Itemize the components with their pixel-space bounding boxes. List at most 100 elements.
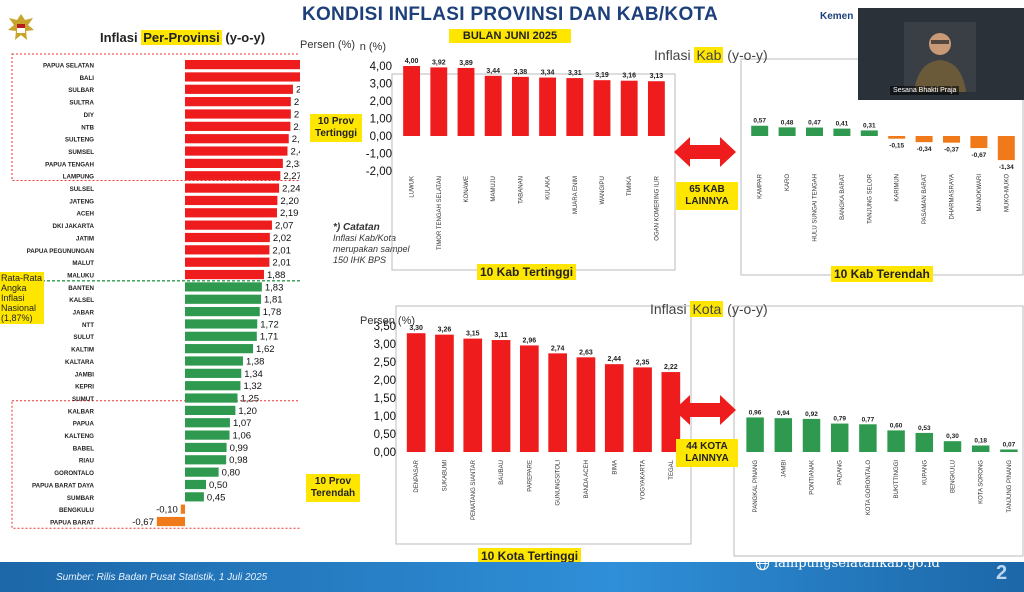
- y-tick-label: -2,00: [366, 166, 392, 178]
- province-bar: [185, 97, 291, 107]
- province-label: KEPRI: [75, 384, 94, 391]
- kab-high-value-label: 3,44: [486, 68, 500, 75]
- kab-low-category-label: BANGKA BARAT: [840, 174, 846, 220]
- province-unit-label: Persen (%): [300, 39, 356, 51]
- province-label: SULTRA: [69, 100, 94, 107]
- province-value-label: -0,10: [156, 505, 178, 516]
- kab-title-highlight: Kab: [694, 47, 724, 63]
- kab-low-value-label: 0,47: [808, 120, 821, 127]
- province-value-label: 0,50: [209, 480, 228, 491]
- province-bar: [185, 294, 262, 304]
- kab-high-value-label: 3,89: [459, 60, 473, 67]
- kota-high-category-label: YOGYAKARTA: [641, 460, 647, 500]
- kab-low-bar: [751, 125, 769, 136]
- kota-high-value-label: 3,26: [438, 327, 452, 334]
- province-value-label: 2,19: [280, 208, 299, 219]
- kota-high-value-label: 2,35: [636, 359, 650, 366]
- kab-low-category-label: MANOKWARI: [977, 174, 983, 212]
- kota-low-bar: [887, 430, 905, 452]
- kab-high-value-label: 3,13: [650, 73, 664, 80]
- source-note: Sumber: Rilis Badan Pusat Statistik, 1 J…: [56, 572, 268, 583]
- national-average-label: Rata-Rata Angka Inflasi Nasional (1,87%): [0, 272, 44, 324]
- kota-low-bar: [971, 445, 990, 452]
- top-group-frame: [11, 53, 300, 181]
- province-value-label: 1,88: [267, 270, 286, 281]
- province-title-suffix: (y-o-y): [221, 30, 266, 45]
- kab-high-value-label: 3,31: [568, 70, 582, 77]
- province-label: PAPUA: [73, 421, 95, 428]
- kota-high-bar: [463, 338, 483, 452]
- province-value-label: 1,34: [244, 369, 263, 380]
- watermark: lampungselatankab.go.id: [755, 556, 973, 571]
- kab-low-bar: [943, 136, 960, 143]
- kab-low-value-label: 0,31: [863, 122, 876, 129]
- kota-high-chart: 3,50 3,00 2,50 2,00 1,50 1,00 0,50 0,00 3,30 DENP…: [360, 305, 692, 545]
- kab-low-bar: [997, 136, 1015, 161]
- kota-low-bar: [943, 441, 962, 452]
- province-label: SUMBAR: [67, 495, 95, 502]
- kota-high-bar: [576, 357, 596, 452]
- province-bar: [185, 356, 243, 366]
- kota-low-bar: [859, 424, 877, 452]
- province-bar: [185, 319, 258, 329]
- province-label: BALI: [80, 75, 95, 82]
- province-value-label: 1,07: [233, 418, 252, 429]
- kab-low-category-label: PASAMAN BARAT: [922, 174, 928, 224]
- bottom-group-frame: [11, 400, 300, 529]
- y-tick-label: 1,00: [374, 411, 396, 423]
- kota-low-bar: [802, 418, 821, 452]
- province-bar: [185, 269, 264, 280]
- province-bar: [185, 109, 291, 119]
- kab-low-bar: [806, 127, 823, 136]
- kab-low-bar: [888, 136, 906, 139]
- province-bar: [185, 208, 277, 218]
- kota-high-bar: [548, 353, 567, 452]
- kota-high-category-label: PEMATANG SIANTAR: [471, 459, 477, 520]
- province-label: MALUKU: [67, 272, 94, 279]
- province-bar: [185, 455, 227, 465]
- kab-high-value-label: 3,16: [622, 73, 636, 80]
- province-value-label: 2,07: [275, 221, 294, 232]
- province-label: JATENG: [69, 198, 94, 205]
- province-label: PAPUA PEGUNUNGAN: [27, 248, 95, 255]
- province-bar: [185, 492, 204, 502]
- province-value-label: 1,38: [246, 356, 265, 367]
- province-label: SUMSEL: [68, 149, 94, 156]
- province-label: PAPUA BARAT: [50, 519, 94, 526]
- y-tick-label: 2,50: [374, 357, 396, 369]
- province-value-label: 2,20: [280, 196, 299, 207]
- kab-low-category-label: KARIMUN: [895, 174, 901, 202]
- kab-high-value-label: 3,34: [541, 70, 555, 77]
- kab-unit-label: Persen (%): [360, 41, 386, 53]
- bottom-provinces-label: 10 Prov Terendah: [306, 474, 360, 502]
- province-value-label: 2,44: [290, 146, 300, 157]
- kab-high-bar: [511, 76, 529, 136]
- y-tick-label: 3,00: [370, 79, 392, 91]
- province-value-label: 0,99: [230, 443, 249, 454]
- province-label: JATIM: [76, 235, 94, 242]
- kab-high-category-label: KONAWE: [464, 176, 470, 202]
- kab-high-value-label: 4,00: [405, 58, 419, 65]
- province-bar: [185, 442, 227, 453]
- kab-high-bar: [484, 75, 502, 136]
- video-overlay: Sesana Bhakti Praja: [858, 8, 1024, 100]
- kota-chart-title: Inflasi Kota (y-o-y): [650, 301, 768, 317]
- kab-low-value-label: -1,34: [999, 164, 1014, 171]
- kota-high-value-label: 3,11: [494, 332, 507, 339]
- kota-high-value-label: 2,63: [579, 349, 593, 356]
- kota-high-bar: [406, 333, 426, 452]
- province-value-label: 2,57: [296, 85, 300, 96]
- kab-high-chart: 4,00 3,00 2,00 1,00 0,00 -1,00 -2,00 4,00 LUWUK 3…: [360, 41, 676, 271]
- kota-others-label: 44 KOTA LAINNYA: [676, 439, 738, 467]
- province-bar: [180, 504, 185, 514]
- kota-low-category-label: PONTIANAK: [810, 460, 816, 495]
- kota-high-value-label: 2,96: [523, 337, 537, 344]
- kota-low-category-label: PADANG: [838, 460, 844, 485]
- y-tick-label: -1,00: [366, 149, 392, 161]
- province-bar: [185, 60, 300, 70]
- speaker-avatar-icon: [904, 22, 976, 92]
- province-label: PAPUA SELATAN: [43, 63, 95, 70]
- kab-high-category-label: KULAKA: [546, 176, 552, 200]
- province-bar-chart: PAPUA SELATAN3,00BALI2,94SULBAR2,57SULTR…: [11, 53, 300, 529]
- kota-high-category-label: BIMA: [612, 460, 618, 475]
